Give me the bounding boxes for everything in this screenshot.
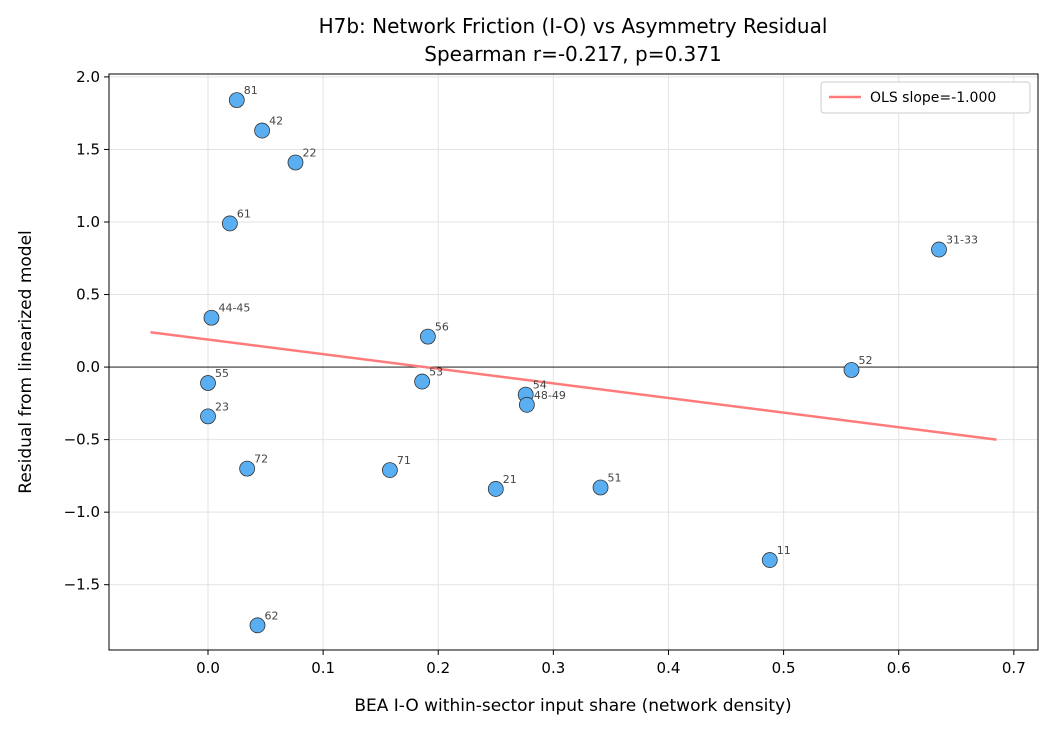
- data-point: [931, 241, 947, 258]
- data-point: [414, 373, 431, 390]
- y-tick-label: −1.5: [64, 576, 100, 594]
- legend: OLS slope=-1.000: [820, 81, 1031, 114]
- data-point: [592, 479, 609, 496]
- point-label: 21: [503, 473, 517, 486]
- x-tick-label: 0.3: [541, 659, 565, 677]
- point-label: 52: [859, 354, 873, 367]
- x-tick-label: 0.5: [772, 659, 796, 677]
- data-point: [254, 122, 271, 139]
- data-point: [200, 375, 216, 391]
- point-label: 56: [435, 321, 449, 334]
- data-point: [203, 309, 220, 326]
- data-point: [228, 92, 245, 109]
- point-label: 53: [429, 366, 443, 379]
- data-point: [249, 617, 266, 634]
- data-point: [381, 462, 398, 478]
- legend-label: OLS slope=-1.000: [870, 90, 996, 106]
- y-tick-label: 0.0: [76, 358, 100, 376]
- x-tick-label: 0.1: [311, 659, 335, 677]
- plot-frame: [108, 73, 1039, 651]
- point-label: 55: [215, 367, 229, 380]
- data-point: [761, 552, 778, 568]
- x-tick-label: 0.7: [1002, 659, 1026, 677]
- y-tick-label: 1.5: [76, 140, 100, 158]
- point-label: 48-49: [534, 389, 566, 402]
- y-tick-label: 1.0: [76, 213, 100, 231]
- point-label: 81: [244, 84, 258, 97]
- x-tick-label: 0.6: [887, 659, 911, 677]
- y-tick-label: −1.0: [64, 503, 100, 521]
- point-label: 22: [302, 147, 316, 160]
- y-tick-label: 2.0: [76, 68, 100, 86]
- y-axis-label: Residual from linearized model: [16, 230, 36, 493]
- data-point: [487, 481, 504, 497]
- x-tick-label: 0.0: [196, 659, 220, 677]
- point-label: 44-45: [218, 302, 250, 315]
- y-tick-label: −0.5: [64, 431, 100, 449]
- data-point: [843, 362, 860, 378]
- point-label: 11: [777, 544, 791, 557]
- ols-fit-line: [150, 331, 997, 441]
- chart-subtitle: Spearman r=-0.217, p=0.371: [424, 42, 721, 66]
- data-point: [518, 396, 535, 413]
- point-label: 61: [237, 207, 251, 220]
- chart-title: H7b: Network Friction (I-O) vs Asymmetry…: [319, 14, 828, 38]
- data-point: [419, 328, 436, 345]
- point-label: 72: [254, 453, 268, 466]
- data-point: [287, 154, 304, 171]
- data-point: [221, 215, 238, 232]
- legend-box: [820, 81, 1031, 114]
- point-label: 62: [265, 609, 279, 622]
- point-label: 71: [397, 454, 411, 467]
- data-point: [200, 408, 216, 425]
- point-label: 42: [269, 115, 283, 128]
- point-label: 54: [533, 379, 547, 392]
- x-tick-label: 0.2: [426, 659, 450, 677]
- x-tick-label: 0.4: [657, 659, 681, 677]
- point-label: 31-33: [946, 234, 978, 247]
- point-label: 23: [215, 400, 229, 413]
- point-label: 51: [608, 472, 622, 485]
- data-point: [239, 460, 256, 477]
- x-axis-label: BEA I-O within-sector input share (netwo…: [354, 696, 791, 716]
- y-tick-label: 0.5: [76, 286, 100, 304]
